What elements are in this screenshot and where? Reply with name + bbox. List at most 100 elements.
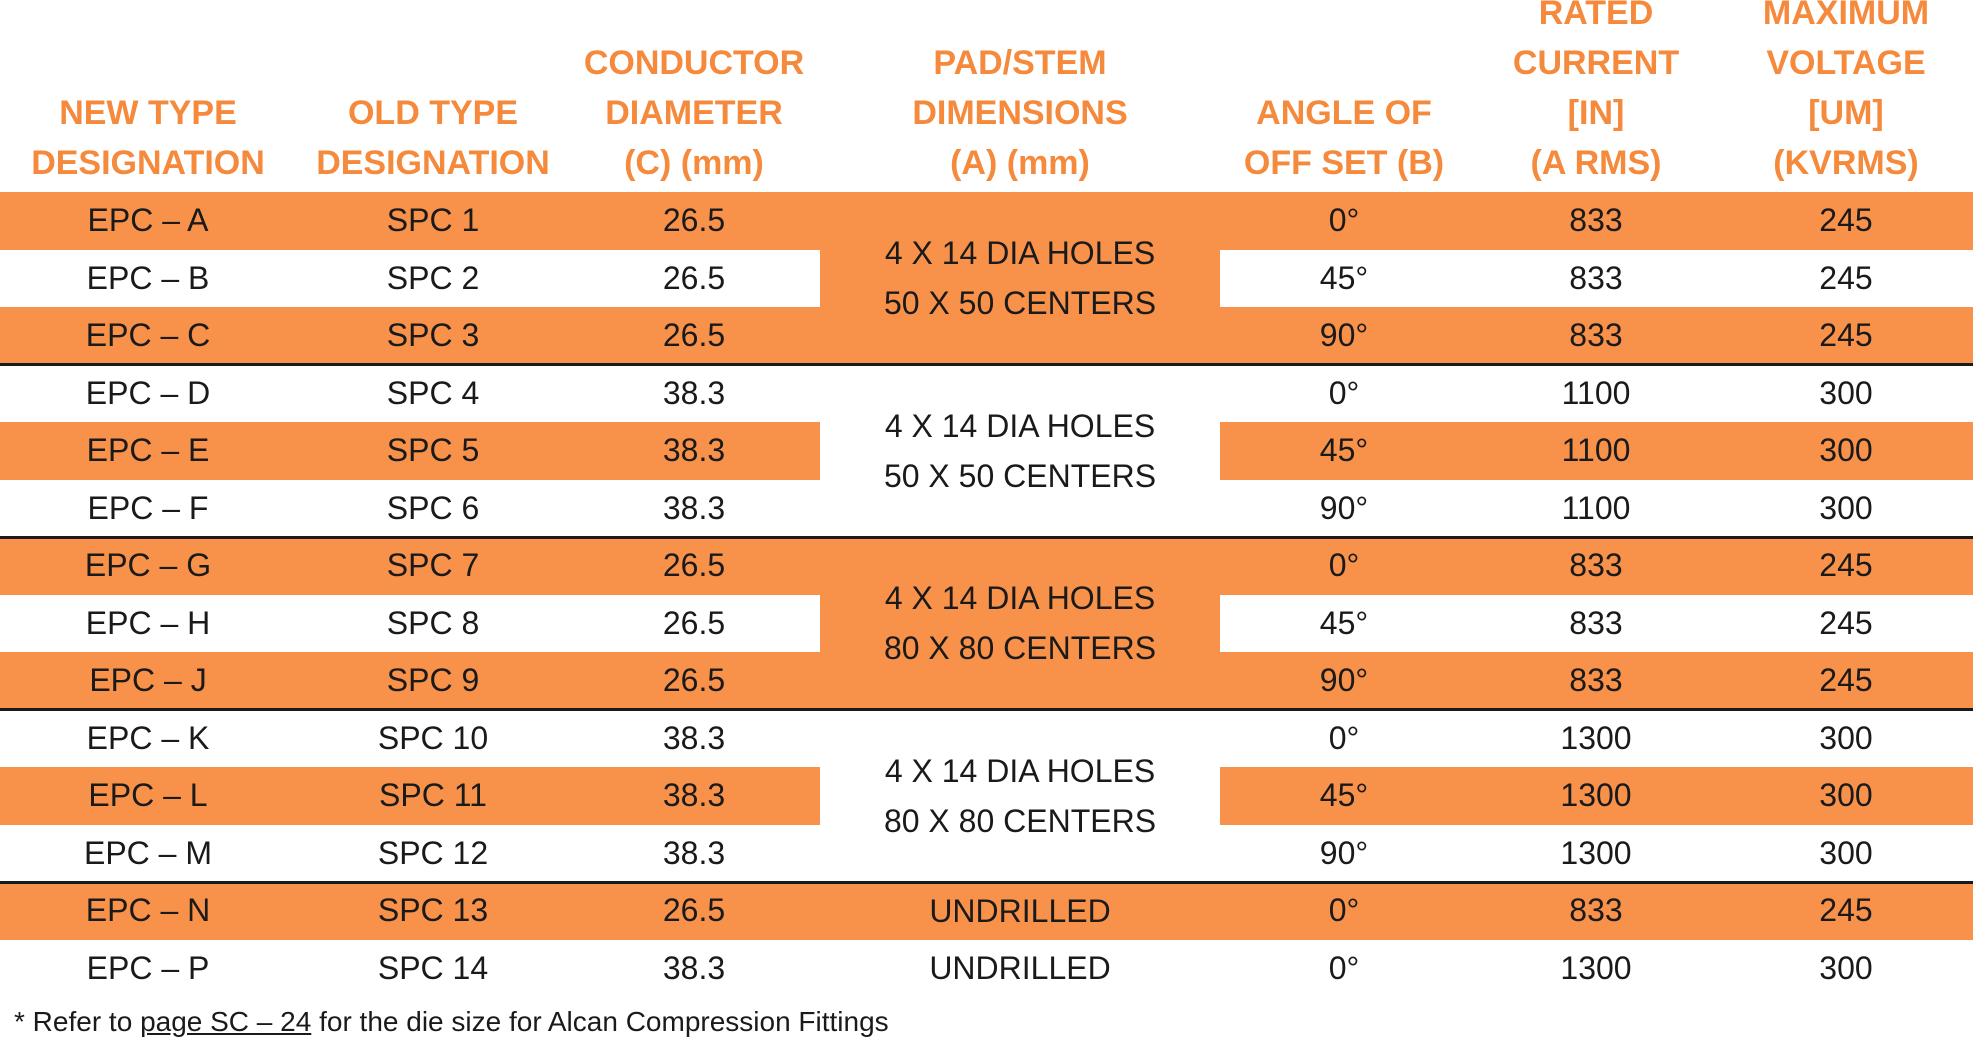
header-angle: ANGLE OF OFF SET (B)	[1214, 88, 1474, 188]
table-row: EPC – F SPC 6 38.3 90° 1100 300	[0, 480, 1973, 538]
header-line: DIMENSIONS	[912, 94, 1128, 132]
table-header: NEW TYPE DESIGNATION OLD TYPE DESIGNATION CO…	[0, 0, 1973, 192]
footnote-link[interactable]: page SC – 24	[140, 1006, 312, 1037]
diameter-cell: 38.3	[662, 949, 726, 986]
voltage-cell: 300	[1819, 777, 1873, 813]
angle-cell: 90°	[1319, 489, 1369, 526]
header-line: VOLTAGE	[1766, 44, 1926, 82]
old-type-cell: SPC 14	[377, 949, 489, 986]
table-row: EPC – K SPC 10 38.3 0° 1300 300	[0, 710, 1973, 768]
current-cell: 833	[1569, 259, 1623, 296]
current-cell: 1300	[1560, 949, 1632, 986]
header-line: [UM]	[1808, 94, 1884, 132]
new-type-cell: EPC – N	[85, 892, 211, 928]
pad-stem-line: UNDRILLED	[929, 892, 1111, 929]
voltage-cell: 300	[1819, 949, 1873, 986]
angle-cell: 0°	[1328, 719, 1360, 756]
table-row: EPC – P SPC 14 38.3 0° 1300 300	[0, 940, 1973, 998]
new-type-cell: EPC – F	[87, 489, 209, 526]
new-type-cell: EPC – M	[83, 834, 213, 871]
old-type-cell: SPC 13	[377, 892, 489, 928]
new-type-cell: EPC – C	[85, 317, 211, 353]
table-row: EPC – M SPC 12 38.3 90° 1300 300	[0, 825, 1973, 883]
header-conductor-diameter: CONDUCTOR DIAMETER (C) (mm)	[564, 38, 824, 188]
header-line: DIAMETER	[605, 94, 783, 132]
header-line: (A RMS)	[1530, 144, 1662, 182]
current-cell: 833	[1569, 662, 1623, 698]
old-type-cell: SPC 5	[386, 432, 480, 468]
header-line: RATED	[1538, 0, 1654, 32]
table-row: EPC – H SPC 8 26.5 45° 833 245	[0, 595, 1973, 653]
diameter-cell: 26.5	[662, 547, 726, 583]
group-divider	[0, 880, 1973, 884]
voltage-cell: 300	[1819, 374, 1873, 411]
angle-cell: 90°	[1319, 834, 1369, 871]
header-line: DESIGNATION	[31, 144, 265, 182]
header-line: (A) (mm)	[950, 144, 1090, 182]
header-line: OLD TYPE	[347, 94, 519, 132]
pad-stem-line: 80 X 80 CENTERS	[883, 630, 1157, 667]
old-type-cell: SPC 6	[386, 489, 480, 526]
old-type-cell: SPC 8	[386, 604, 480, 641]
pad-stem-cell: 4 X 14 DIA HOLES 80 X 80 CENTERS	[820, 537, 1220, 710]
diameter-cell: 26.5	[662, 317, 726, 353]
footnote-suffix: for the die size for Alcan Compression F…	[311, 1006, 889, 1037]
voltage-cell: 245	[1819, 317, 1873, 353]
current-cell: 833	[1569, 604, 1623, 641]
diameter-cell: 26.5	[662, 892, 726, 928]
new-type-cell: EPC – D	[85, 374, 211, 411]
header-line: CURRENT	[1512, 44, 1680, 82]
old-type-cell: SPC 12	[377, 834, 489, 871]
angle-cell: 0°	[1328, 202, 1360, 238]
current-cell: 833	[1569, 202, 1623, 238]
footnote: * Refer to page SC – 24 for the die size…	[14, 1006, 889, 1038]
diameter-cell: 26.5	[662, 604, 726, 641]
old-type-cell: SPC 1	[386, 202, 480, 238]
pad-stem-cell: UNDRILLED	[820, 882, 1220, 940]
angle-cell: 0°	[1328, 949, 1360, 986]
header-line: MAXIMUM	[1762, 0, 1930, 32]
diameter-cell: 38.3	[662, 834, 726, 871]
voltage-cell: 300	[1819, 719, 1873, 756]
current-cell: 833	[1569, 547, 1623, 583]
old-type-cell: SPC 11	[379, 777, 487, 813]
group-divider	[0, 363, 1973, 366]
new-type-cell: EPC – G	[84, 547, 212, 583]
pad-stem-line: 4 X 14 DIA HOLES	[884, 752, 1156, 789]
voltage-cell: 300	[1819, 489, 1873, 526]
diameter-cell: 38.3	[662, 489, 726, 526]
header-line: [IN]	[1567, 94, 1625, 132]
header-pad-stem: PAD/STEM DIMENSIONS (A) (mm)	[820, 38, 1220, 188]
header-new-type: NEW TYPE DESIGNATION	[0, 88, 298, 188]
voltage-cell: 245	[1819, 202, 1873, 238]
new-type-cell: EPC – A	[87, 202, 209, 238]
header-line: (C) (mm)	[624, 144, 764, 182]
pad-stem-line: 4 X 14 DIA HOLES	[884, 407, 1156, 444]
angle-cell: 0°	[1328, 892, 1360, 928]
pad-stem-line: 50 X 50 CENTERS	[883, 457, 1157, 494]
header-line: PAD/STEM	[933, 44, 1107, 82]
current-cell: 833	[1569, 317, 1623, 353]
current-cell: 1100	[1561, 432, 1631, 468]
current-cell: 1100	[1561, 489, 1631, 526]
new-type-cell: EPC – K	[86, 719, 210, 756]
table-row: EPC – B SPC 2 26.5 45° 833 245	[0, 250, 1973, 308]
current-cell: 1300	[1560, 777, 1632, 813]
header-line: (KVRMS)	[1773, 144, 1919, 182]
current-cell: 1300	[1560, 834, 1632, 871]
pad-stem-cell: 4 X 14 DIA HOLES 80 X 80 CENTERS	[820, 709, 1220, 882]
new-type-cell: EPC – H	[85, 604, 211, 641]
pad-stem-line: 80 X 80 CENTERS	[883, 802, 1157, 839]
current-cell: 1300	[1560, 719, 1632, 756]
new-type-cell: EPC – B	[86, 259, 210, 296]
group-divider	[0, 535, 1973, 539]
pad-stem-cell: 4 X 14 DIA HOLES 50 X 50 CENTERS	[820, 192, 1220, 365]
angle-cell: 0°	[1328, 547, 1360, 583]
pad-stem-line: 4 X 14 DIA HOLES	[884, 235, 1156, 272]
diameter-cell: 38.3	[662, 432, 726, 468]
angle-cell: 90°	[1319, 662, 1369, 698]
voltage-cell: 300	[1819, 834, 1873, 871]
new-type-cell: EPC – J	[89, 662, 207, 698]
footnote-prefix: * Refer to	[14, 1006, 141, 1037]
new-type-cell: EPC – E	[86, 432, 210, 468]
